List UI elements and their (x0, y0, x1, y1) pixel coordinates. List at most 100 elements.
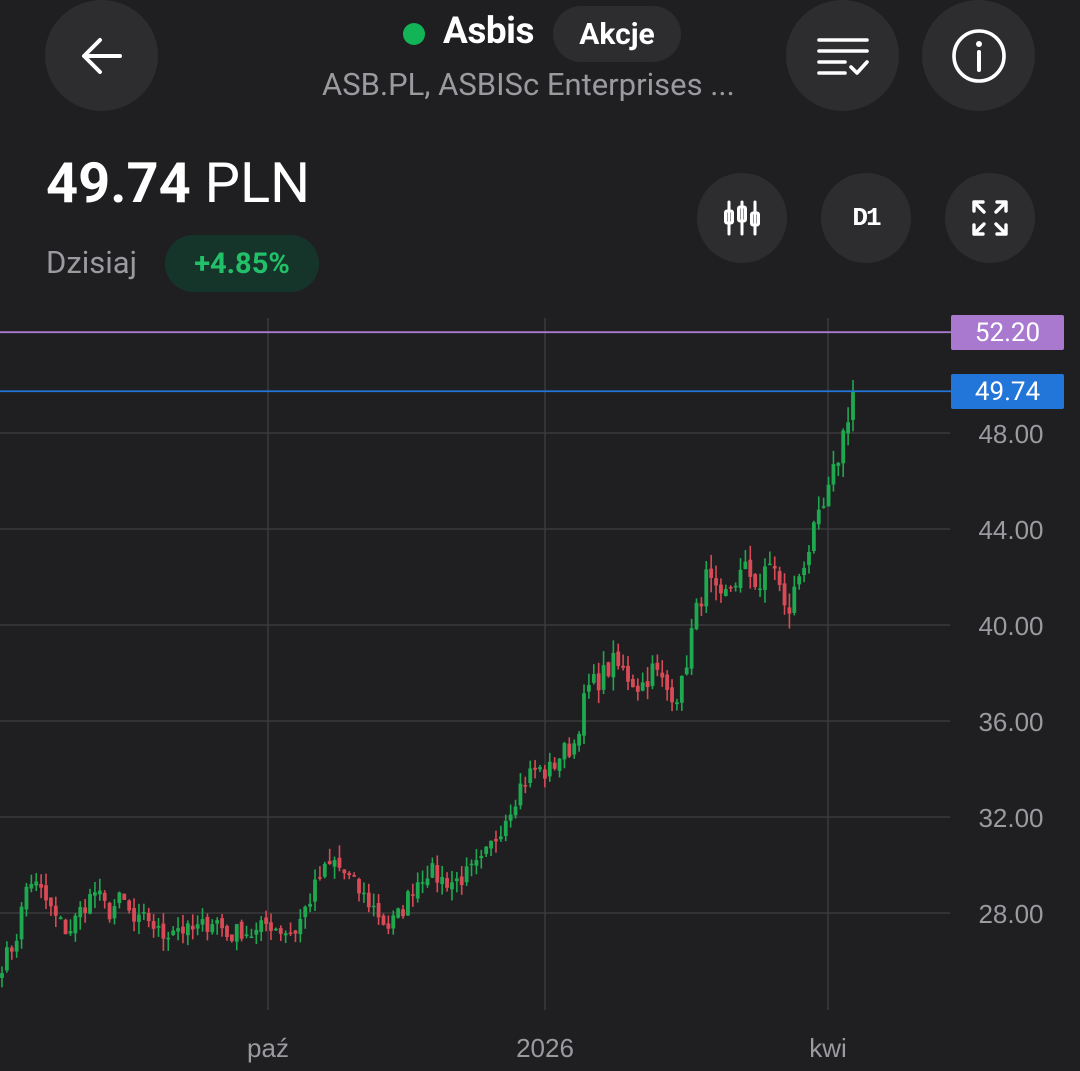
candle (352, 872, 357, 877)
candle (24, 882, 29, 917)
candle (601, 651, 606, 695)
timeframe-button[interactable]: D1 (821, 173, 911, 263)
candle (552, 757, 557, 771)
candle (269, 913, 273, 941)
instrument-title: Asbis Akcje (0, 6, 1080, 62)
candle (347, 871, 352, 880)
candle (283, 930, 288, 944)
candle (381, 913, 386, 926)
candle (166, 931, 171, 951)
candle (635, 678, 640, 701)
candle (450, 870, 454, 901)
candle (220, 913, 224, 937)
chart-type-button[interactable] (697, 173, 787, 263)
candle (650, 655, 655, 690)
candle (401, 904, 405, 919)
candle (102, 890, 107, 909)
candle (303, 905, 308, 929)
candle (748, 545, 753, 589)
candle (792, 575, 797, 616)
candle (758, 573, 762, 597)
candle (254, 922, 259, 945)
candle (337, 845, 342, 872)
candle (440, 865, 445, 895)
candle (229, 934, 234, 943)
candle (538, 764, 542, 773)
candle (816, 496, 821, 530)
candle (9, 945, 14, 960)
info-button[interactable] (922, 0, 1035, 111)
candle (112, 899, 117, 925)
candle (137, 903, 141, 935)
y-tick-label: 32.00 (978, 803, 1043, 833)
candle (73, 913, 78, 942)
candle (362, 882, 366, 903)
candle (185, 920, 190, 946)
candle (469, 859, 474, 877)
candle (719, 578, 723, 603)
candle (591, 664, 596, 685)
candle (298, 909, 303, 943)
candle (4, 941, 9, 973)
watchlist-button[interactable] (786, 0, 899, 111)
candle (709, 554, 714, 593)
candle (215, 917, 220, 935)
candle (278, 925, 283, 942)
candle (244, 925, 249, 939)
y-tick-label: 48.00 (978, 419, 1043, 449)
y-axis: 48.00 44.00 40.00 36.00 32.00 28.00 (978, 419, 1043, 929)
candle (484, 846, 489, 858)
candle (836, 461, 841, 477)
candle (640, 672, 645, 692)
instrument-name: Asbis (443, 10, 534, 53)
candle (586, 673, 591, 699)
candle (78, 901, 83, 930)
candle (308, 893, 313, 913)
candle (293, 929, 298, 943)
candle (660, 660, 665, 687)
price-chart[interactable]: 48.00 44.00 40.00 36.00 32.00 28.00 paź 2026 kw… (0, 300, 1080, 1071)
candle (420, 870, 425, 894)
y-tick-label: 36.00 (978, 707, 1043, 737)
back-button[interactable] (45, 0, 158, 111)
candle (826, 476, 831, 507)
candle (371, 893, 376, 917)
candle (811, 520, 816, 554)
period-label: Dzisiaj (46, 244, 138, 281)
x-tick-label: kwi (809, 1033, 847, 1063)
candle (225, 924, 229, 941)
candle (679, 675, 684, 711)
candle (445, 872, 449, 892)
chart-grid (0, 318, 950, 1010)
candle (161, 913, 166, 951)
candle (518, 773, 523, 810)
candle (117, 891, 122, 909)
candle (782, 573, 787, 615)
candle (97, 878, 102, 901)
candle (88, 888, 92, 915)
candle (675, 698, 679, 711)
candle (19, 902, 24, 949)
candle (34, 873, 39, 892)
y-tick-label: 44.00 (978, 515, 1043, 545)
candle (733, 582, 738, 592)
candle (425, 865, 430, 888)
candle (704, 561, 709, 613)
candle (195, 915, 200, 936)
candle (528, 760, 533, 788)
candle (582, 684, 586, 744)
candle (542, 764, 547, 788)
price-currency: PLN (204, 150, 311, 216)
candle (689, 618, 694, 675)
candle (29, 874, 34, 893)
candle (205, 913, 210, 941)
candle (122, 893, 127, 901)
candle (498, 825, 503, 842)
candle (181, 914, 185, 944)
fullscreen-button[interactable] (945, 173, 1035, 263)
candle (655, 654, 660, 677)
candle (508, 804, 513, 828)
candle (415, 872, 420, 903)
candle (670, 679, 674, 712)
candle (151, 913, 156, 938)
